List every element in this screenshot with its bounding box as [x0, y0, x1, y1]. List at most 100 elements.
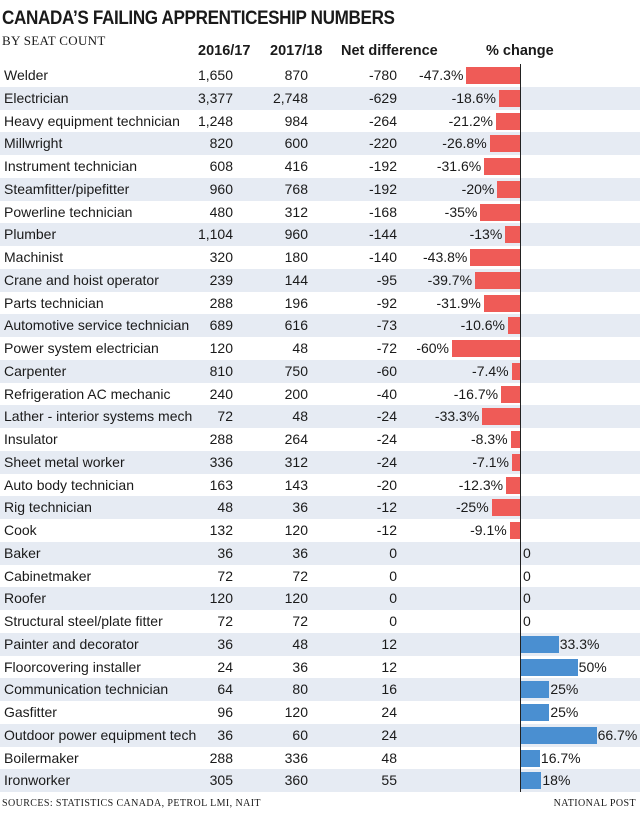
net-difference: -95: [376, 271, 397, 288]
percent-change-bar: [491, 499, 520, 517]
value-2017-18: 120: [284, 522, 308, 538]
header-percent-change: % change: [486, 43, 554, 59]
percent-change-bar: [505, 226, 520, 244]
trade-name: Gasfitter: [4, 704, 57, 720]
net-difference: 0: [389, 567, 397, 584]
value-2017-18: 768: [284, 180, 308, 197]
net-difference: -60: [376, 362, 397, 379]
percent-change-label: 33.3%: [559, 635, 600, 652]
percent-change-bar: [466, 67, 520, 84]
value-2017-18: 600: [284, 135, 308, 152]
table-row: Crane and hoist operator 239 144 -95 -39.7%: [0, 268, 640, 292]
value-2016-17: 72: [217, 613, 233, 629]
value-2016-17: 820: [209, 135, 233, 152]
percent-change-bar: [480, 203, 520, 221]
value-2017-18: 120: [284, 590, 308, 607]
publisher-credit: NATIONAL POST: [553, 798, 636, 809]
table-row: Machinist 320 180 -140 -43.8%: [0, 246, 640, 269]
percent-change-label: 66.7%: [597, 726, 638, 743]
value-2016-17: 1,104: [197, 226, 233, 243]
percent-change-label: -13%: [469, 226, 503, 243]
table-row: Cook 132 120 -12 -9.1%: [0, 519, 640, 542]
percent-change-label: 50%: [578, 658, 607, 675]
value-2017-18: 180: [284, 249, 308, 265]
header-2017-18: 2017/18: [270, 43, 323, 59]
percent-change-bar: [510, 431, 520, 448]
value-2017-18: 312: [284, 453, 308, 470]
net-difference: -629: [368, 89, 397, 106]
zero-axis-line: [520, 64, 521, 792]
header-2016-17: 2016/17: [198, 43, 251, 59]
value-2017-18: 196: [284, 294, 308, 311]
percent-change-label: -7.4%: [472, 362, 509, 379]
trade-name: Communication technician: [4, 681, 169, 698]
percent-change-bar: [521, 704, 550, 721]
value-2017-18: 120: [284, 704, 308, 720]
trade-name: Welder: [4, 67, 49, 83]
percent-change-label: 18%: [542, 772, 571, 789]
value-2016-17: 608: [209, 158, 233, 174]
value-2016-17: 36: [217, 726, 233, 743]
value-2016-17: 288: [209, 431, 233, 447]
percent-change-label: 16.7%: [540, 749, 581, 766]
table-row: Cabinetmaker 72 72 0 0: [0, 565, 640, 588]
trade-name: Plumber: [4, 226, 57, 243]
trade-name: Insulator: [4, 431, 58, 447]
trade-name: Lather - interior systems mech: [4, 408, 193, 425]
net-difference: -12: [376, 522, 397, 538]
net-difference: -144: [368, 226, 397, 243]
trade-name: Millwright: [4, 135, 63, 152]
table-row: Lather - interior systems mech 72 48 -24 -33…: [0, 405, 640, 428]
trade-name: Auto body technician: [4, 476, 134, 493]
value-2016-17: 36: [217, 635, 233, 652]
net-difference: -780: [368, 67, 397, 83]
percent-change-bar: [497, 180, 520, 198]
net-difference: -24: [376, 408, 397, 425]
data-table: Welder 1,650 870 -780 -47.3% Electrician 3,377…: [0, 64, 640, 792]
table-row: Plumber 1,104 960 -144 -13%: [0, 223, 640, 246]
value-2017-18: 48: [292, 635, 308, 652]
value-2016-17: 96: [217, 704, 233, 720]
percent-change-label: -35%: [444, 203, 478, 220]
value-2016-17: 163: [209, 476, 233, 493]
value-2016-17: 72: [217, 408, 233, 425]
trade-name: Rig technician: [4, 499, 92, 516]
percent-change-bar: [521, 658, 578, 676]
percent-change-label: -16.7%: [453, 385, 499, 402]
net-difference: -192: [368, 180, 397, 197]
percent-change-bar: [521, 635, 559, 653]
value-2017-18: 750: [284, 362, 308, 379]
sources-note: SOURCES: STATISTICS CANADA, PETROL LMI, …: [2, 798, 261, 809]
table-row: Gasfitter 96 120 24 25%: [0, 701, 640, 724]
net-difference: -12: [376, 499, 397, 516]
trade-name: Cook: [4, 522, 37, 538]
value-2016-17: 48: [217, 499, 233, 516]
trade-name: Powerline technician: [4, 203, 133, 220]
value-2016-17: 239: [209, 271, 233, 288]
trade-name: Baker: [4, 544, 41, 561]
table-row: Instrument technician 608 416 -192 -31.6%: [0, 155, 640, 178]
net-difference: -24: [376, 431, 397, 447]
value-2017-18: 264: [284, 431, 308, 447]
net-difference: 48: [381, 749, 397, 766]
percent-change-label: 0: [523, 613, 531, 629]
value-2016-17: 689: [209, 317, 233, 334]
value-2017-18: 360: [284, 772, 308, 789]
percent-change-label: 0: [523, 544, 531, 561]
value-2017-18: 48: [292, 340, 308, 356]
value-2016-17: 64: [217, 681, 233, 698]
percent-change-label: -20%: [461, 180, 495, 197]
value-2017-18: 416: [284, 158, 308, 174]
table-row: Heavy equipment technician 1,248 984 -264 -2…: [0, 110, 640, 133]
trade-name: Painter and decorator: [4, 635, 139, 652]
table-row: Floorcovering installer 24 36 12 50%: [0, 656, 640, 679]
value-2016-17: 288: [209, 749, 233, 766]
percent-change-label: -7.1%: [472, 453, 509, 470]
value-2017-18: 144: [284, 271, 308, 288]
value-2016-17: 132: [209, 522, 233, 538]
trade-name: Floorcovering installer: [4, 658, 141, 675]
chart-subtitle: BY SEAT COUNT: [2, 33, 106, 48]
percent-change-bar: [501, 385, 520, 403]
trade-name: Structural steel/plate fitter: [4, 613, 163, 629]
percent-change-bar: [482, 408, 520, 426]
